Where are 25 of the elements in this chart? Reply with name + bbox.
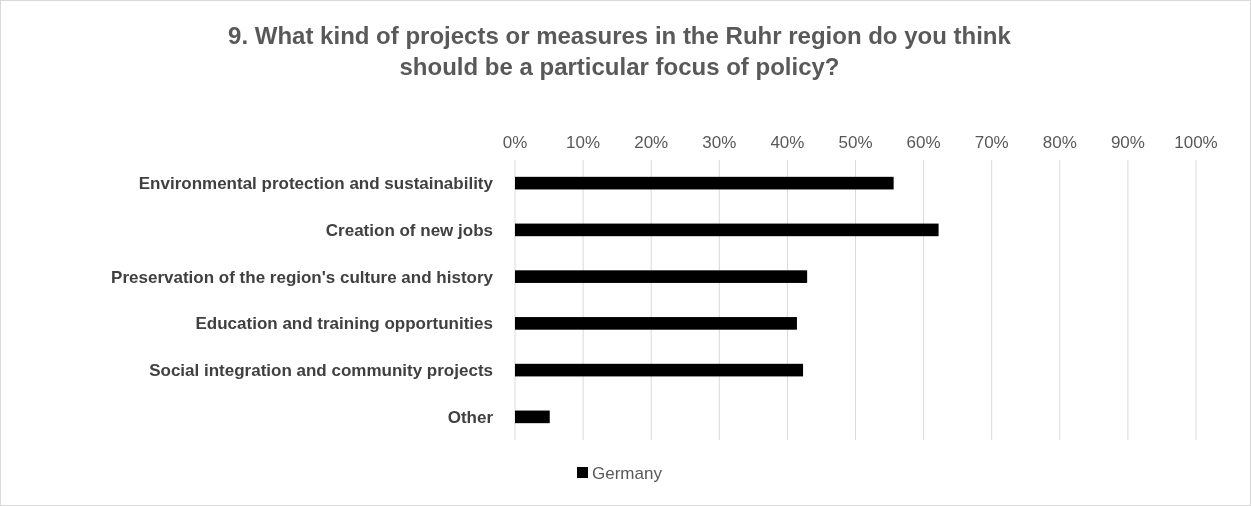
y-tick-label: Preservation of the region's culture and history: [111, 267, 494, 287]
y-tick-label: Environmental protection and sustainability: [138, 174, 494, 194]
bar: [515, 410, 550, 424]
x-tick-label: 30%: [702, 133, 737, 152]
y-tick-label: Other: [447, 407, 494, 427]
x-tick-label: 90%: [1110, 133, 1145, 152]
x-tick-label: 0%: [502, 133, 528, 152]
x-tick-label: 20%: [634, 133, 669, 152]
y-tick-label: Creation of new jobs: [325, 220, 493, 240]
bar: [515, 270, 808, 283]
bar: [515, 317, 797, 330]
x-tick-label: 70%: [974, 133, 1009, 152]
x-tick-label: 40%: [770, 133, 805, 152]
y-tick-label: Education and training opportunities: [195, 314, 493, 334]
x-tick-label: 50%: [838, 133, 873, 152]
y-tick-label: Social integration and community projects: [149, 361, 493, 381]
x-tick-label: 60%: [906, 133, 941, 152]
x-tick-label: 100%: [1174, 133, 1218, 152]
chart-title: 9. What kind of projects or measures in the Ruhr region do you think should be a particular focus of policy?: [228, 22, 1012, 80]
bar: [515, 176, 894, 190]
legend-label: Germany: [592, 463, 663, 483]
bar: [515, 223, 939, 237]
x-tick-label: 80%: [1042, 133, 1077, 152]
bar: [515, 363, 804, 377]
x-tick-label: 10%: [566, 133, 601, 152]
